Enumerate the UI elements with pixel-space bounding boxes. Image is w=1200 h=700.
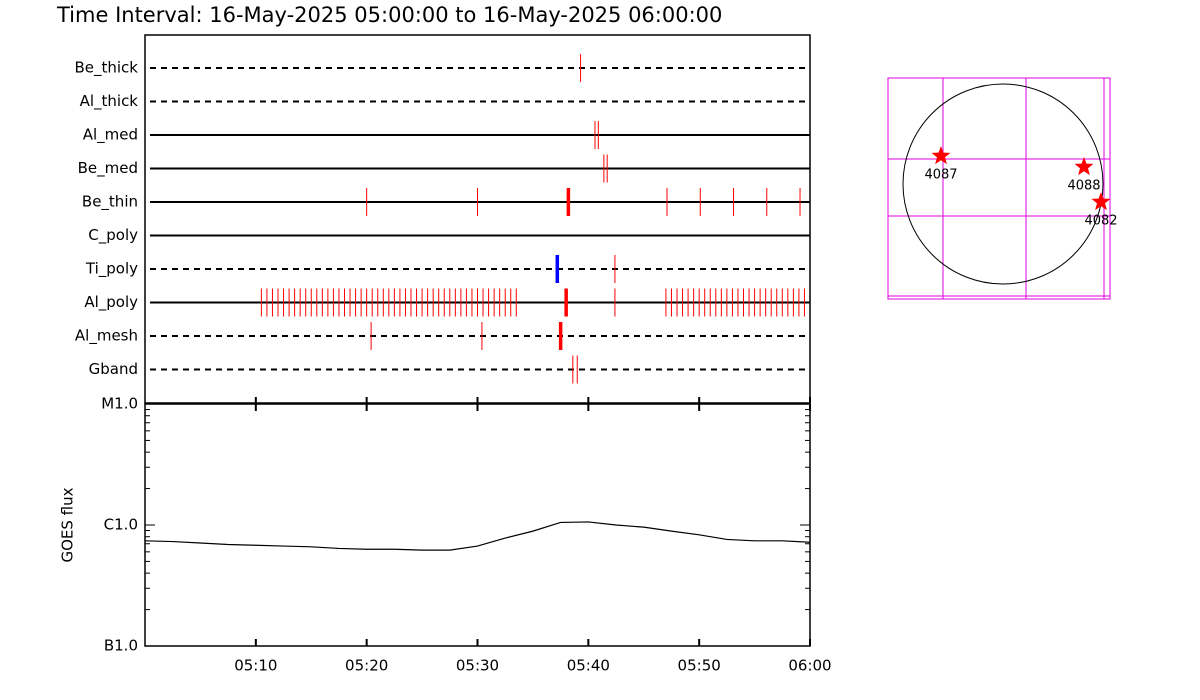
row-label: Gband [89, 360, 138, 378]
row-label: Al_med [83, 126, 138, 145]
x-tick-label: 05:10 [234, 657, 277, 675]
goes-curve [144, 521, 811, 551]
x-tick-label: 05:30 [456, 657, 499, 675]
region-label: 4088 [1067, 179, 1100, 194]
y-tick-label: M1.0 [101, 395, 138, 413]
row-label: C_poly [88, 226, 138, 245]
row-label: Be_thick [74, 59, 138, 78]
row-label: Be_thin [82, 193, 138, 212]
region-label: 4082 [1084, 214, 1117, 229]
region-label: 4087 [924, 168, 957, 183]
x-tick-label: 05:50 [678, 657, 721, 675]
region-star [931, 146, 951, 165]
row-label: Al_mesh [75, 327, 138, 346]
x-tick-label: 05:40 [567, 657, 610, 675]
solar-disk [902, 83, 1104, 285]
x-tick-label: 05:20 [345, 657, 388, 675]
goes-frame [144, 403, 811, 647]
region-star [1091, 192, 1111, 211]
row-label: Be_med [78, 159, 138, 178]
y-tick-label: B1.0 [104, 637, 138, 655]
region-star [1074, 157, 1094, 176]
y-axis-label: GOES flux [59, 487, 77, 562]
x-tick-label: 06:00 [788, 657, 831, 675]
map-frame [887, 77, 1111, 300]
timeline-frame [144, 34, 811, 404]
y-tick-label: C1.0 [104, 516, 138, 534]
row-label: Al_thick [80, 92, 139, 111]
chart-title: Time Interval: 16-May-2025 05:00:00 to 1… [56, 3, 722, 27]
row-label: Al_poly [84, 293, 138, 312]
row-label: Ti_poly [85, 260, 138, 279]
